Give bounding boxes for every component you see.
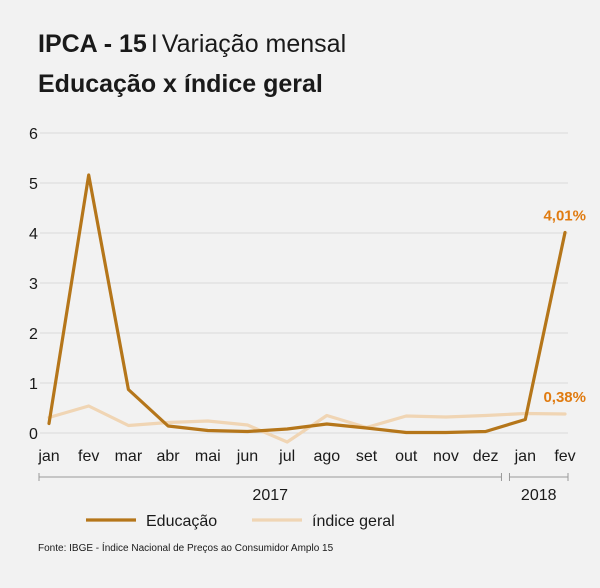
x-tick-label: mai (195, 448, 221, 465)
year-label: 2017 (252, 487, 288, 504)
x-tick-label: jan (37, 448, 59, 465)
x-tick-label: fev (78, 448, 99, 465)
year-label: 2018 (521, 487, 557, 504)
x-tick-label: abr (157, 448, 181, 465)
end-value-label: 4,01% (543, 208, 586, 225)
legend-item: Educação (86, 513, 217, 530)
x-tick-label: jun (236, 448, 258, 465)
x-tick-label: fev (554, 448, 575, 465)
legend: Educação índice geral (86, 513, 395, 530)
legend-label: Educação (146, 513, 217, 530)
series-line-educacao (47, 173, 567, 435)
y-axis-ticks: 0 1 2 3 4 5 6 (29, 126, 38, 443)
x-tick-label: jan (514, 448, 536, 465)
year-group-2017: 2017 (38, 473, 502, 504)
y-tick-label: 0 (29, 426, 38, 443)
series-line-indice-geral (47, 404, 567, 444)
x-axis-ticks: jan fev mar abr mai jun jul ago set out nov dez jan f… (37, 448, 575, 465)
y-tick-label: 4 (29, 226, 38, 243)
chart-title-rest: Variação mensal (161, 30, 347, 58)
chart-title-main: IPCA - 15 (38, 30, 147, 58)
end-labels: 4,01% 0,38% (543, 208, 586, 407)
legend-label: índice geral (312, 513, 395, 530)
y-tick-label: 2 (29, 326, 38, 343)
legend-item: índice geral (252, 513, 395, 530)
grid-lines (40, 132, 568, 434)
source-note: Fonte: IBGE - Índice Nacional de Preços … (38, 543, 334, 554)
y-tick-label: 6 (29, 126, 38, 143)
year-group-2018: 2018 (508, 473, 569, 504)
chart-subtitle: Educação x índice geral (38, 70, 323, 98)
y-tick-label: 5 (29, 176, 38, 193)
year-groups: 2017 2018 (38, 473, 569, 504)
x-tick-label: dez (473, 448, 499, 465)
series-lines (47, 173, 567, 444)
y-tick-label: 3 (29, 276, 38, 293)
end-value-label: 0,38% (543, 389, 586, 406)
x-tick-label: nov (433, 448, 459, 465)
x-tick-label: ago (313, 448, 340, 465)
x-tick-label: mar (115, 448, 143, 465)
chart-title-separator: I (150, 30, 158, 58)
y-tick-label: 1 (29, 376, 38, 393)
chart-title: IPCA - 15 I Variação mensal (38, 30, 346, 59)
x-tick-label: jul (278, 448, 295, 465)
x-tick-label: out (395, 448, 418, 465)
x-tick-label: set (356, 448, 378, 465)
